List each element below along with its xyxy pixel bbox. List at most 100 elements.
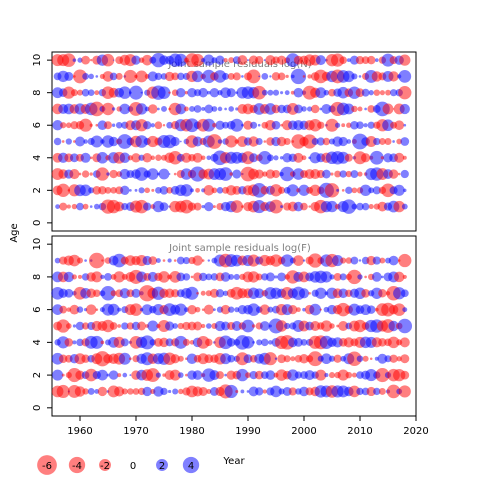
- residual-bubble: [334, 170, 341, 178]
- residual-bubble: [206, 90, 211, 95]
- residual-bubble: [201, 259, 205, 262]
- residual-bubble: [203, 304, 214, 315]
- residual-bubble: [95, 75, 99, 78]
- residual-bubble: [355, 55, 365, 65]
- residual-bubble: [121, 388, 128, 395]
- residual-bubble: [284, 322, 291, 330]
- residual-bubble: [279, 156, 284, 160]
- residual-bubble: [204, 201, 214, 212]
- residual-bubble: [212, 122, 217, 128]
- residual-bubble: [243, 120, 253, 130]
- x-tick-label: 2020: [403, 426, 428, 437]
- residual-bubble: [171, 289, 180, 298]
- residual-bubble: [250, 121, 258, 129]
- residual-bubble: [402, 274, 407, 279]
- residual-bubble: [356, 202, 364, 211]
- y-tick-label: 6: [32, 306, 43, 312]
- residual-bubble: [64, 338, 74, 347]
- residual-bubble: [308, 205, 311, 208]
- residual-bubble: [366, 386, 376, 397]
- residual-bubble: [236, 368, 249, 382]
- residual-bubble: [315, 55, 326, 66]
- residual-bubble: [388, 255, 399, 266]
- residual-bubble: [62, 86, 75, 99]
- residual-bubble: [97, 120, 108, 131]
- residual-bubble: [205, 273, 213, 281]
- residual-bubble: [351, 73, 358, 80]
- residual-bubble: [110, 290, 117, 297]
- residual-bubble: [66, 204, 71, 209]
- residual-bubble: [141, 304, 153, 316]
- residual-bubble: [142, 153, 152, 163]
- residual-bubble: [263, 140, 267, 143]
- residual-bubble: [131, 55, 141, 65]
- residual-bubble: [302, 75, 306, 78]
- residual-bubble: [262, 389, 267, 394]
- residual-bubble: [365, 369, 378, 382]
- residual-bubble: [258, 151, 272, 165]
- residual-bubble: [192, 370, 203, 380]
- residual-bubble: [109, 322, 118, 330]
- residual-bubble: [167, 389, 172, 394]
- residual-bubble: [154, 121, 163, 130]
- residual-bubble: [176, 272, 186, 282]
- residual-bubble: [220, 304, 231, 315]
- residual-bubble: [392, 140, 395, 143]
- residual-bubble: [363, 123, 368, 128]
- residual-bubble: [362, 355, 369, 362]
- y-tick-label: 0: [32, 220, 43, 226]
- residual-bubble: [330, 172, 334, 176]
- residual-bubble: [164, 71, 175, 82]
- residual-bubble: [111, 107, 116, 111]
- residual-bubble: [104, 273, 112, 281]
- residual-bubble: [350, 120, 359, 130]
- residual-bubble: [254, 288, 265, 299]
- residual-bubble: [300, 202, 308, 211]
- residual-bubble: [95, 308, 99, 311]
- residual-bubble: [237, 55, 248, 66]
- residual-bubble: [202, 118, 216, 132]
- residual-bubble: [169, 369, 181, 381]
- residual-bubble: [135, 135, 148, 148]
- residual-bubble: [388, 169, 399, 179]
- residual-bubble: [172, 388, 179, 395]
- residual-bubble: [142, 386, 152, 397]
- residual-bubble: [232, 169, 242, 179]
- residual-bubble: [319, 308, 322, 311]
- residual-bubble: [339, 273, 347, 281]
- residual-bubble: [293, 337, 303, 347]
- residual-bubble: [256, 339, 263, 346]
- residual-bubble: [351, 372, 357, 378]
- residual-bubble: [69, 168, 80, 180]
- residual-bubble: [144, 187, 150, 194]
- y-tick-label: 6: [32, 122, 43, 128]
- bubble-size-legend: -6 -4 -2 0 2 4: [37, 455, 200, 475]
- residual-bubble: [215, 289, 225, 298]
- residual-bubble: [191, 53, 204, 67]
- residual-bubble: [229, 172, 233, 176]
- panel-bottom-y-axis: 0 2 4 6 8 10: [32, 238, 52, 411]
- residual-bubble: [113, 271, 125, 283]
- residual-bubble: [143, 121, 152, 130]
- residual-bubble: [79, 118, 93, 132]
- residual-bubble: [375, 368, 390, 383]
- residual-bubble: [344, 153, 353, 162]
- residual-bubble: [379, 90, 385, 96]
- residual-bubble: [283, 137, 291, 146]
- residual-bubble: [388, 320, 399, 332]
- residual-bubble: [59, 202, 68, 211]
- residual-bubble: [261, 73, 269, 80]
- residual-bubble: [58, 354, 68, 364]
- residual-bubble: [246, 390, 250, 393]
- legend-bubble: [37, 455, 57, 475]
- residual-bubble: [97, 369, 108, 381]
- residual-bubble: [401, 203, 408, 210]
- residual-bubble: [158, 271, 170, 283]
- residual-bubble: [277, 354, 286, 364]
- residual-bubble: [159, 337, 169, 348]
- residual-bubble: [378, 388, 386, 395]
- residual-bubble: [378, 138, 386, 145]
- y-axis-label: Age: [9, 223, 20, 242]
- residual-bubble: [269, 184, 283, 197]
